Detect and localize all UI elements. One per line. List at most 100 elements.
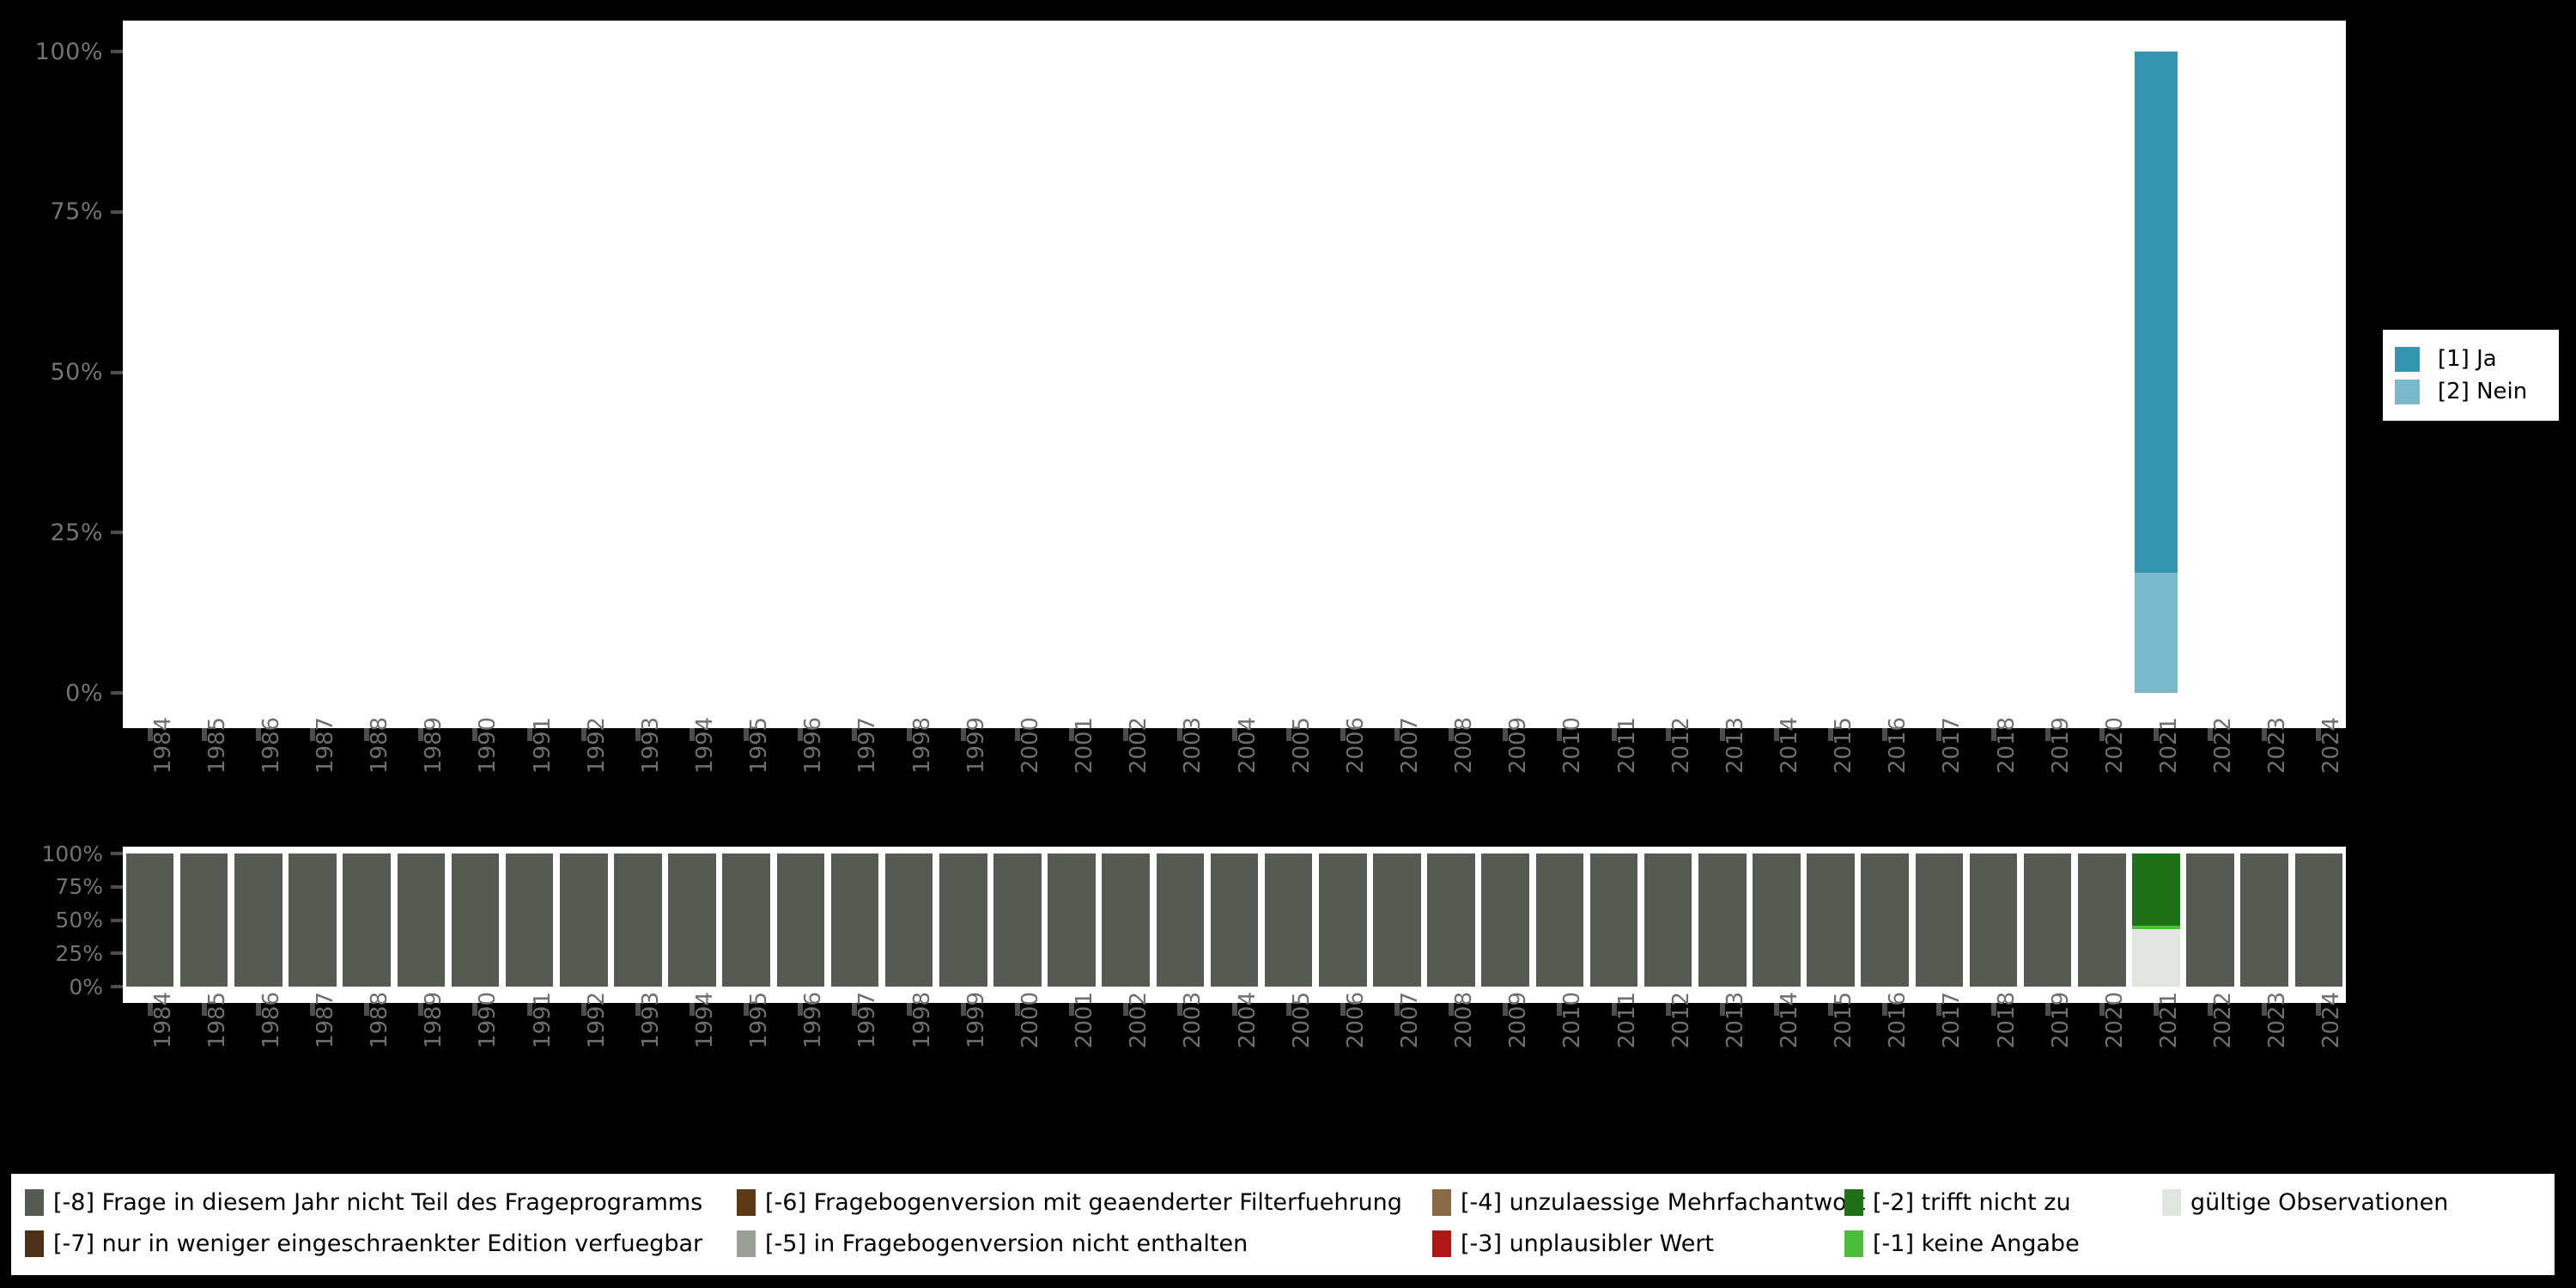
coverage-bar-2004[interactable]	[1210, 854, 1259, 987]
coverage-bar-1997[interactable]	[830, 854, 879, 987]
coverage-bar-2022[interactable]	[2186, 854, 2234, 987]
coverage-bar-2015[interactable]	[1807, 854, 1855, 987]
legend-item-0[interactable]: [1] Ja	[2395, 343, 2559, 375]
code-legend-item-3[interactable]: [-5] in Fragebogenversion nicht enthalte…	[737, 1230, 1248, 1257]
coverage-bar-1984[interactable]	[125, 854, 174, 987]
coverage-x-axis-tick-label: 2003	[1180, 991, 1206, 1049]
coverage-bar-2003[interactable]	[1156, 854, 1205, 987]
coverage-segment	[1156, 854, 1205, 987]
coverage-bar-1985[interactable]	[179, 854, 228, 987]
coverage-bar-2006[interactable]	[1319, 854, 1367, 987]
coverage-x-axis-tick-label: 1997	[854, 991, 881, 1049]
coverage-bar-2005[interactable]	[1264, 854, 1313, 987]
top-y-axis: 100% 75% 50% 25% 0%	[0, 0, 123, 730]
coverage-x-axis-tick-mark	[1449, 1003, 1455, 1016]
coverage-bar-2000[interactable]	[993, 854, 1042, 987]
coverage-bar-1988[interactable]	[343, 854, 391, 987]
x-axis-tick-mark	[1503, 728, 1509, 741]
coverage-y-axis-tick-label: 100%	[41, 841, 103, 866]
coverage-segment	[1753, 854, 1801, 987]
coverage-x-axis-tick-label: 1992	[583, 991, 610, 1049]
code-legend-item-7[interactable]: [-1] keine Angabe	[1844, 1230, 2080, 1257]
coverage-bar-2020[interactable]	[2078, 854, 2126, 987]
code-legend-swatch-icon	[1844, 1230, 1863, 1257]
coverage-x-axis-tick-label: 2022	[2210, 991, 2237, 1049]
x-axis-tick-mark	[1285, 728, 1291, 741]
coverage-bar-1993[interactable]	[614, 854, 662, 987]
x-axis-tick-label: 2010	[1559, 716, 1586, 775]
coverage-bar-2009[interactable]	[1481, 854, 1529, 987]
coverage-bar-2021[interactable]	[2132, 854, 2180, 987]
x-axis-tick-mark	[255, 728, 261, 741]
coverage-x-axis-tick-mark	[2316, 1003, 2322, 1016]
coverage-bar-2016[interactable]	[1861, 854, 1910, 987]
code-legend-item-1[interactable]: [-7] nur in weniger eingeschraenkter Edi…	[25, 1230, 702, 1257]
coverage-bar-1998[interactable]	[884, 854, 933, 987]
x-axis-tick-mark	[635, 728, 641, 741]
coverage-x-axis-tick-label: 1996	[800, 991, 827, 1049]
coverage-segment	[614, 854, 662, 987]
coverage-y-axis-tick-mark	[111, 918, 123, 922]
x-axis-tick-mark	[1231, 728, 1237, 741]
bar-2021[interactable]	[2134, 52, 2178, 693]
coverage-bar-2001[interactable]	[1048, 854, 1096, 987]
coverage-bar-2011[interactable]	[1589, 854, 1638, 987]
coverage-bar-1986[interactable]	[234, 854, 283, 987]
coverage-x-axis-tick-label: 2014	[1776, 991, 1802, 1049]
coverage-bar-1996[interactable]	[776, 854, 825, 987]
y-axis-tick-label: 0%	[65, 679, 103, 707]
code-legend-swatch-icon	[737, 1189, 756, 1216]
coverage-bar-2014[interactable]	[1753, 854, 1801, 987]
coverage-bar-2017[interactable]	[1915, 854, 1964, 987]
coverage-bar-1994[interactable]	[668, 854, 716, 987]
coverage-x-axis-tick-mark	[580, 1003, 586, 1016]
x-axis-tick-mark	[2153, 728, 2159, 741]
y-axis-tick-label: 75%	[50, 198, 103, 226]
coverage-bar-2018[interactable]	[1969, 854, 2018, 987]
code-legend-item-label: gültige Observationen	[2190, 1189, 2449, 1216]
x-axis-tick-mark	[1990, 728, 1996, 741]
code-legend-item-label: [-7] nur in weniger eingeschraenkter Edi…	[53, 1230, 703, 1257]
coverage-bar-1999[interactable]	[939, 854, 987, 987]
x-axis-tick-mark	[472, 728, 478, 741]
legend-item-1[interactable]: [2] Nein	[2395, 375, 2559, 408]
x-axis-tick-label: 2009	[1505, 716, 1532, 775]
code-legend-swatch-icon	[25, 1189, 44, 1216]
coverage-bar-1991[interactable]	[505, 854, 554, 987]
coverage-x-axis-tick-label: 1988	[367, 991, 393, 1049]
coverage-bar-2010[interactable]	[1535, 854, 1584, 987]
coverage-bar-2008[interactable]	[1427, 854, 1475, 987]
coverage-segment	[1643, 854, 1692, 987]
main-chart-panel: 100% 75% 50% 25% 0% 1984 1985 1986 1987 1988 1989…	[0, 0, 2559, 775]
code-legend-item-4[interactable]: [-4] unzulaessige Mehrfachantwort	[1432, 1189, 1865, 1216]
code-legend-item-0[interactable]: [-8] Frage in diesem Jahr nicht Teil des…	[25, 1189, 702, 1216]
coverage-x-axis-tick-mark	[960, 1003, 966, 1016]
coverage-segment	[830, 854, 879, 987]
coverage-bar-1995[interactable]	[722, 854, 770, 987]
coverage-x-axis-tick-mark	[526, 1003, 532, 1016]
coverage-bar-2013[interactable]	[1698, 854, 1747, 987]
coverage-bar-2019[interactable]	[2023, 854, 2072, 987]
x-axis-tick-mark	[526, 728, 532, 741]
coverage-bar-2012[interactable]	[1643, 854, 1692, 987]
coverage-x-axis-tick-label: 1999	[963, 991, 989, 1049]
code-legend-item-8[interactable]: gültige Observationen	[2162, 1189, 2448, 1216]
code-legend-item-2[interactable]: [-6] Fragebogenversion mit geaenderter F…	[737, 1189, 1402, 1216]
coverage-segment	[1861, 854, 1910, 987]
coverage-bar-1992[interactable]	[559, 854, 608, 987]
coverage-x-axis-tick-mark	[1285, 1003, 1291, 1016]
coverage-x-axis-tick-label: 2021	[2155, 991, 2182, 1049]
code-legend-item-6[interactable]: [-2] trifft nicht zu	[1844, 1189, 2071, 1216]
legend-item-label: [1] Ja	[2438, 346, 2497, 372]
coverage-bar-2024[interactable]	[2294, 854, 2343, 987]
code-legend-item-5[interactable]: [-3] unplausibler Wert	[1432, 1230, 1714, 1257]
x-axis-tick-label: 2018	[1993, 716, 2020, 775]
coverage-bar-2007[interactable]	[1373, 854, 1421, 987]
coverage-x-axis-tick-label: 2012	[1668, 991, 1694, 1049]
coverage-x-axis-tick-mark	[852, 1003, 858, 1016]
coverage-bar-1990[interactable]	[451, 854, 500, 987]
coverage-bar-2023[interactable]	[2240, 854, 2289, 987]
coverage-bar-2002[interactable]	[1102, 854, 1150, 987]
coverage-bar-1987[interactable]	[289, 854, 337, 987]
coverage-bar-1989[interactable]	[397, 854, 446, 987]
